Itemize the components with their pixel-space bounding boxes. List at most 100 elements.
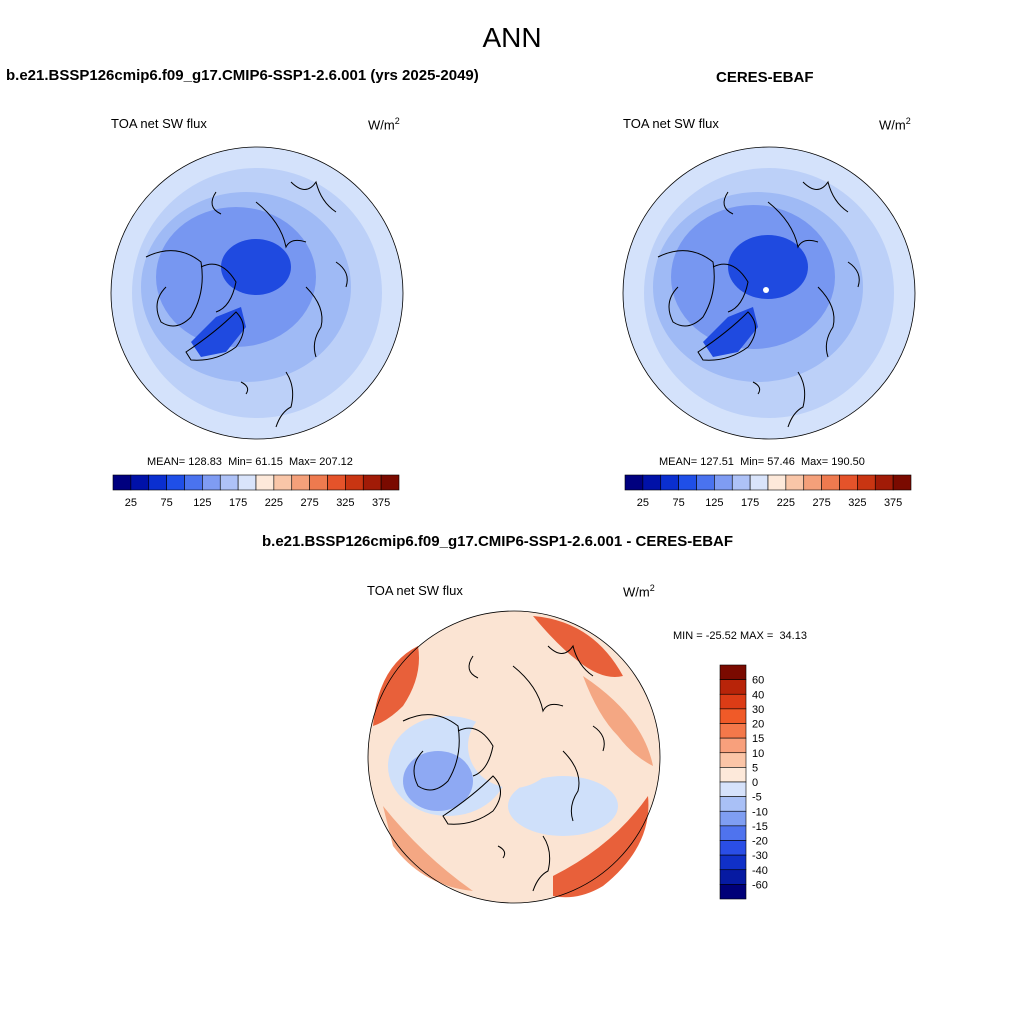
panel2-title: CERES-EBAF	[716, 69, 814, 86]
colorbar-swatch	[678, 474, 697, 491]
colorbar-swatch	[719, 723, 747, 739]
colorbar-swatch	[803, 474, 822, 491]
colorbar-swatch	[660, 474, 679, 491]
diff-warm-southwest	[383, 806, 473, 891]
panel2-colorbar: 25 75 125 175 225 275 325 375	[624, 474, 912, 509]
colorbar-tick-label: 40	[752, 689, 764, 701]
greenland-shape	[703, 307, 758, 357]
colorbar-swatch	[130, 474, 150, 491]
colorbar-swatch	[184, 474, 203, 491]
colorbar-swatch	[719, 825, 747, 841]
panel3-title: b.e21.BSSP126cmip6.f09_g17.CMIP6-SSP1-2.…	[262, 533, 734, 550]
panel3-colorbar: 60 40 30 20 15 10 5 0 -5 -10 -15 -20 -30 -40 -60	[719, 664, 768, 900]
panel1-units: W/m2	[368, 116, 400, 133]
diff-warm-east	[583, 676, 653, 766]
colorbar-tick-label: -60	[752, 879, 768, 891]
colorbar-swatch	[696, 474, 715, 491]
colorbar-tick-label: 10	[752, 748, 764, 760]
pole-hole	[763, 287, 769, 293]
greenland-shape	[191, 307, 246, 357]
panel1-stats: MEAN= 128.83 Min= 61.15 Max= 207.12	[147, 456, 353, 468]
colorbar-tick-label: 125	[193, 497, 211, 509]
colorbar-tick-label: 75	[161, 497, 173, 509]
colorbar-swatch	[719, 693, 747, 710]
colorbar-swatch	[857, 474, 876, 491]
colorbar-tick-label: -30	[752, 850, 768, 862]
map-border	[622, 146, 916, 440]
colorbar-swatch	[874, 474, 894, 491]
colorbar-tick-label: 75	[673, 497, 685, 509]
coastlines	[657, 180, 860, 428]
panel2-units: W/m2	[879, 116, 911, 133]
colorbar-tick-label: 25	[637, 497, 649, 509]
colorbar-swatch	[166, 474, 185, 491]
colorbar-swatch	[719, 737, 747, 754]
colorbar-swatch	[624, 474, 644, 491]
coastlines	[145, 180, 348, 428]
colorbar-swatch	[719, 752, 747, 768]
colorbar-tick-label: 5	[752, 762, 758, 774]
colorbar-tick-label: 175	[229, 497, 247, 509]
colorbar-swatch	[112, 474, 132, 491]
colorbar-swatch	[767, 474, 787, 491]
colorbar-tick-label: 0	[752, 777, 758, 789]
colorbar-tick-label: 60	[752, 675, 764, 687]
colorbar-tick-label: 325	[336, 497, 354, 509]
colorbar-swatch	[148, 474, 167, 491]
panel3-map	[367, 610, 661, 904]
colorbar-swatch	[714, 474, 733, 491]
map-deep	[221, 239, 291, 295]
panel3-units: W/m2	[623, 583, 655, 600]
colorbar-tick-label: 125	[705, 497, 723, 509]
panel2-stats: MEAN= 127.51 Min= 57.46 Max= 190.50	[659, 456, 865, 468]
colorbar-tick-label: -10	[752, 806, 768, 818]
colorbar-swatch	[719, 869, 747, 885]
colorbar-swatch	[642, 474, 662, 491]
colorbar-swatch	[719, 810, 747, 827]
colorbar-swatch	[345, 474, 364, 491]
map-border	[367, 610, 661, 904]
colorbar-swatch	[785, 474, 805, 491]
colorbar-swatch	[892, 474, 912, 491]
colorbar-tick-label: 375	[372, 497, 390, 509]
colorbar-tick-label: 20	[752, 719, 764, 731]
panel1-map	[110, 146, 404, 440]
colorbar-swatch	[255, 474, 275, 491]
diff-hot-west	[373, 646, 419, 726]
map-border	[110, 146, 404, 440]
colorbar-tick-label: 225	[777, 497, 795, 509]
colorbar-swatch	[309, 474, 328, 491]
colorbar-swatch	[719, 796, 747, 812]
colorbar-swatch	[719, 854, 747, 871]
diff-cool-europe	[508, 776, 618, 836]
panel2-variable: TOA net SW flux	[623, 116, 719, 131]
colorbar-swatch	[237, 474, 257, 491]
colorbar-tick-label: 375	[884, 497, 902, 509]
panel1-colorbar: 25 75 125 175 225 275 325 375	[112, 474, 400, 509]
panel3-stats: MIN = -25.52 MAX = 34.13	[673, 630, 807, 642]
colorbar-swatch	[719, 664, 747, 680]
colorbar-swatch	[327, 474, 346, 491]
diff-hot-northeast	[533, 616, 623, 677]
colorbar-tick-label: 175	[741, 497, 759, 509]
colorbar-tick-label: -20	[752, 836, 768, 848]
colorbar-tick-label: 275	[812, 497, 830, 509]
panel3-variable: TOA net SW flux	[367, 583, 463, 598]
colorbar-tick-label: -40	[752, 865, 768, 877]
colorbar-tick-label: 275	[300, 497, 318, 509]
diff-near-zero-pole	[468, 704, 558, 788]
colorbar-swatch	[719, 840, 747, 856]
coastlines	[402, 644, 605, 892]
colorbar-tick-label: 15	[752, 733, 764, 745]
panel1-variable: TOA net SW flux	[111, 116, 207, 131]
colorbar-tick-label: -5	[752, 792, 762, 804]
colorbar-tick-label: -15	[752, 821, 768, 833]
panel2-map	[622, 146, 916, 440]
colorbar-swatch	[719, 679, 747, 695]
colorbar-tick-label: 30	[752, 704, 764, 716]
colorbar-swatch	[273, 474, 293, 491]
colorbar-swatch	[362, 474, 382, 491]
colorbar-swatch	[839, 474, 858, 491]
page-title: ANN	[482, 22, 542, 53]
colorbar-tick-label: 325	[848, 497, 866, 509]
